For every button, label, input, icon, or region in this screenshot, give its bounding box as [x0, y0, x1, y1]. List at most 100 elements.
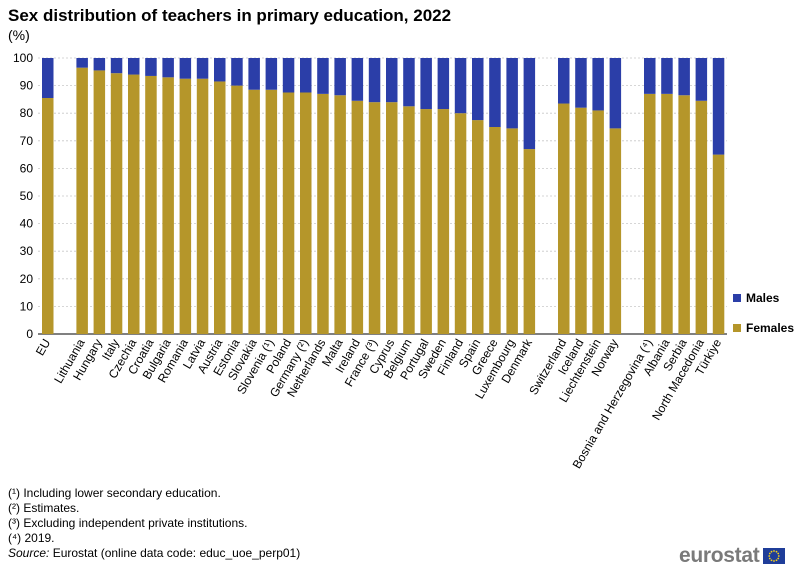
- bar-males: [523, 58, 536, 150]
- bar-females: [609, 128, 622, 334]
- bar-males: [265, 58, 278, 90]
- y-tick-label: 70: [20, 134, 34, 148]
- legend-item-males: Males: [733, 291, 779, 305]
- bar-males: [592, 58, 604, 111]
- bar-males: [231, 58, 243, 86]
- bar-females: [558, 103, 570, 334]
- bar-females: [76, 67, 88, 334]
- bar-females: [368, 102, 381, 334]
- bar-males: [351, 58, 364, 101]
- bar-males: [712, 58, 725, 155]
- bar-females: [214, 81, 226, 335]
- y-tick-label: 80: [20, 106, 34, 120]
- bar-females: [678, 95, 690, 334]
- bar-females: [454, 113, 467, 334]
- logo-text: eurostat: [679, 544, 760, 567]
- bar-females: [592, 110, 604, 334]
- bar-males: [558, 58, 570, 104]
- bar-females: [437, 109, 450, 334]
- eu-flag-icon: [763, 548, 786, 564]
- bar-females: [317, 93, 329, 334]
- bar-females: [523, 149, 536, 334]
- bar-females: [334, 95, 346, 334]
- bar-females: [351, 100, 364, 334]
- bar-females: [128, 74, 140, 334]
- legend-item-females: Females: [733, 321, 794, 335]
- bar-females: [712, 154, 725, 334]
- bar-males: [386, 58, 398, 103]
- bar-females: [265, 89, 278, 335]
- bar-males: [317, 58, 329, 94]
- footnote-3: (³) Excluding independent private instit…: [8, 516, 248, 530]
- bar-females: [248, 89, 260, 335]
- y-tick-label: 0: [26, 327, 33, 341]
- eurostat-logo: eurostat: [679, 544, 786, 568]
- bar-females: [661, 93, 673, 334]
- bar-females: [179, 78, 192, 334]
- bar-males: [282, 58, 295, 93]
- unit-label: (%): [8, 27, 30, 43]
- stacked-bar-chart: 0102030405060708090100EULithuaniaHungary…: [13, 51, 727, 471]
- bar-females: [403, 106, 415, 334]
- legend-label-males: Males: [746, 291, 780, 305]
- footnote-4: (⁴) 2019.: [8, 531, 55, 545]
- source-text: Eurostat (online data code: educ_uoe_per…: [49, 546, 301, 560]
- bar-males: [454, 58, 467, 114]
- bar-males: [248, 58, 260, 90]
- bar-females: [644, 93, 656, 334]
- bar-females: [506, 128, 518, 334]
- bar-males: [403, 58, 415, 107]
- bar-females: [93, 70, 106, 335]
- bar-females: [231, 85, 243, 334]
- bar-males: [214, 58, 226, 82]
- bar-males: [420, 58, 432, 110]
- bar-males: [300, 58, 312, 93]
- bar-males: [695, 58, 708, 101]
- bar-males: [93, 58, 106, 71]
- bar-males: [644, 58, 656, 94]
- bar-males: [489, 58, 501, 127]
- y-tick-label: 30: [20, 244, 34, 258]
- bar-males: [179, 58, 192, 79]
- bar-males: [368, 58, 381, 103]
- bar-males: [334, 58, 346, 96]
- bar-males: [162, 58, 174, 78]
- bar-females: [42, 98, 54, 335]
- bar-females: [420, 109, 432, 334]
- bar-males: [678, 58, 690, 96]
- bar-males: [506, 58, 518, 129]
- bar-males: [661, 58, 673, 94]
- bar-males: [196, 58, 209, 79]
- bar-females: [110, 73, 123, 335]
- chart-title: Sex distribution of teachers in primary …: [8, 6, 452, 25]
- bar-females: [695, 100, 708, 334]
- bar-females: [489, 127, 501, 334]
- y-tick-label: 90: [20, 79, 34, 93]
- y-tick-label: 100: [13, 51, 33, 65]
- bar-females: [162, 77, 174, 334]
- y-tick-label: 50: [20, 189, 34, 203]
- bar-males: [76, 58, 88, 68]
- footnote-2: (²) Estimates.: [8, 501, 80, 515]
- bar-males: [609, 58, 622, 129]
- bar-females: [300, 92, 312, 334]
- bar-females: [196, 78, 209, 334]
- bar-males: [128, 58, 140, 75]
- legend-label-females: Females: [746, 321, 795, 335]
- footnote-1: (¹) Including lower secondary education.: [8, 486, 221, 500]
- y-tick-label: 60: [20, 161, 34, 175]
- bar-females: [386, 102, 398, 334]
- bar-males: [575, 58, 587, 108]
- legend-swatch-males: [733, 294, 741, 302]
- bar-females: [282, 92, 295, 334]
- bar-females: [575, 107, 587, 335]
- bar-males: [42, 58, 54, 99]
- source-label: Source:: [8, 546, 50, 560]
- bar-males: [472, 58, 484, 121]
- source-line: Source: Eurostat (online data code: educ…: [8, 546, 300, 561]
- bar-females: [145, 75, 157, 334]
- bar-males: [437, 58, 450, 110]
- bar-males: [110, 58, 123, 74]
- y-tick-label: 20: [20, 272, 34, 286]
- legend-swatch-females: [733, 324, 741, 332]
